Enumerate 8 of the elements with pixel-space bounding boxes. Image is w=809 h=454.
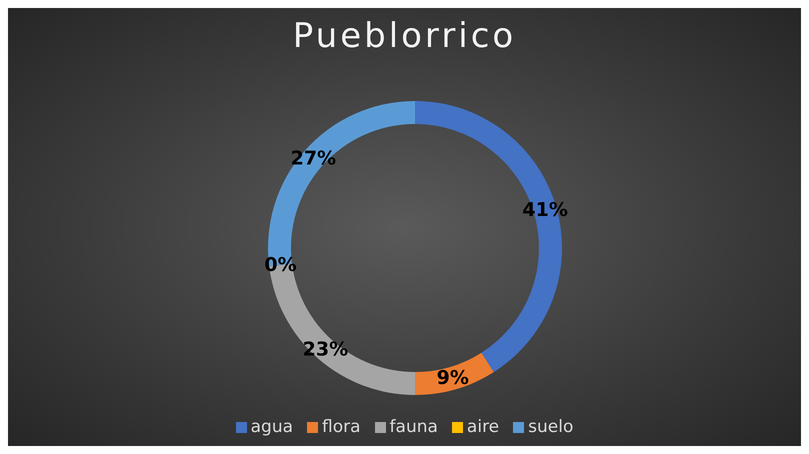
data-label: 9% xyxy=(436,367,469,390)
legend-label: fauna xyxy=(390,417,438,437)
chart-title: Pueblorrico xyxy=(292,16,518,56)
legend-label: suelo xyxy=(528,417,574,437)
legend-label: agua xyxy=(250,417,294,437)
legend-label: aire xyxy=(466,417,500,437)
text: 0% xyxy=(264,254,297,276)
legend-label: flora xyxy=(322,417,361,437)
